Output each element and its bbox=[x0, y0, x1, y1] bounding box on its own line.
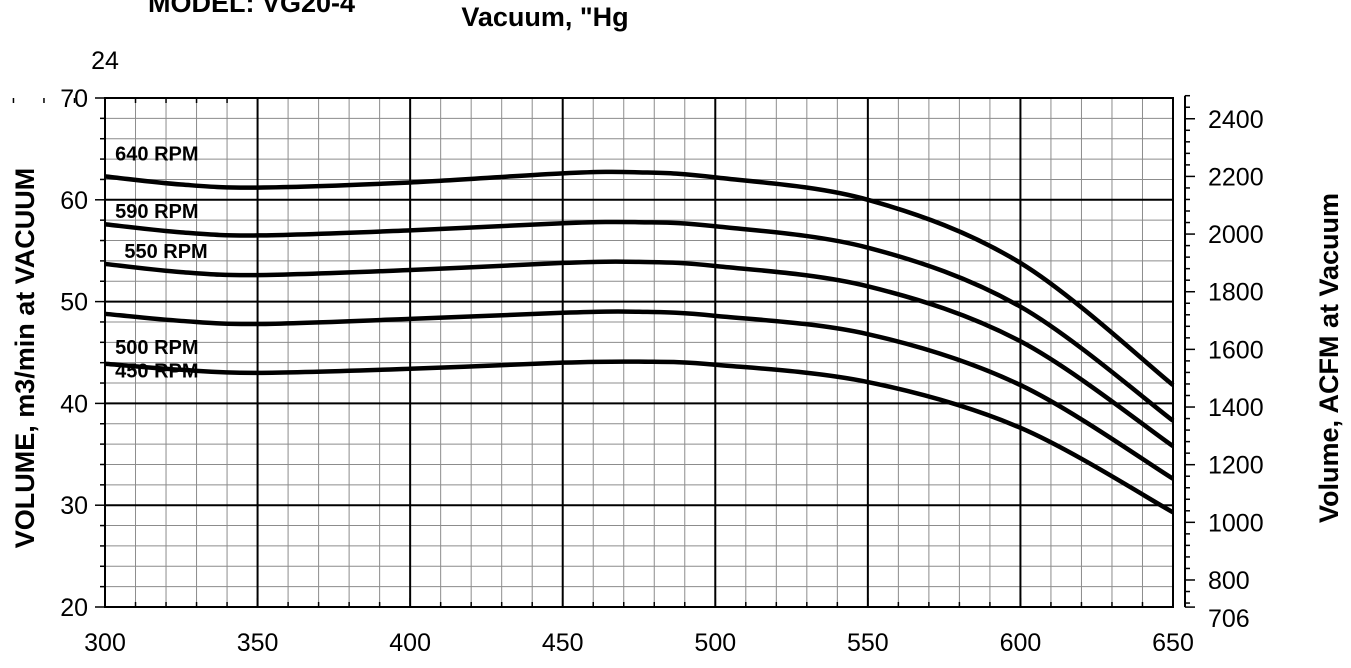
y-tick-label: 60 bbox=[60, 187, 88, 215]
series-line-450-rpm bbox=[104, 359, 1175, 515]
x-tick-label: 600 bbox=[1000, 629, 1042, 657]
series-line-590-rpm bbox=[104, 219, 1175, 423]
y-tick-label: 30 bbox=[60, 492, 88, 520]
y2-tick-label: 1000 bbox=[1208, 509, 1264, 537]
y2-tick-label: 1400 bbox=[1208, 394, 1264, 422]
x-tick-label: 400 bbox=[389, 629, 431, 657]
plot-frame bbox=[104, 97, 1174, 608]
x-tick-label: 550 bbox=[847, 629, 889, 657]
left-axis-title: VOLUME, m3/min at VACUUM bbox=[10, 168, 40, 549]
curve-label-450-rpm: 450 RPM bbox=[115, 361, 198, 383]
y2-tick-label: 706 bbox=[1208, 605, 1250, 633]
model-header: MODEL: VG20-4 bbox=[148, 0, 355, 18]
x-tick-label: 450 bbox=[542, 629, 584, 657]
y-tick-label: 50 bbox=[60, 289, 88, 317]
curve-label-590-rpm: 590 RPM bbox=[115, 201, 198, 223]
y2-tick-label: 800 bbox=[1208, 567, 1250, 595]
curve-label-550-rpm: 550 RPM bbox=[124, 241, 207, 263]
top-axis-title: Vacuum, "Hg bbox=[461, 2, 628, 32]
y2-tick-label: 2400 bbox=[1208, 106, 1264, 134]
x-tick-label: 650 bbox=[1152, 629, 1194, 657]
curve-label-640-rpm: 640 RPM bbox=[115, 143, 198, 165]
x2-tick-label: 24 bbox=[91, 47, 119, 75]
right-axis-title: Volume, ACFM at Vacuum bbox=[1314, 193, 1344, 523]
series-line-500-rpm bbox=[104, 309, 1175, 481]
y2-tick-label: 1800 bbox=[1208, 279, 1264, 307]
curve-label-500-rpm: 500 RPM bbox=[115, 337, 198, 359]
series-line-550-rpm bbox=[104, 259, 1175, 449]
x-tick-label: 350 bbox=[237, 629, 279, 657]
y-tick-label: 40 bbox=[60, 390, 88, 418]
x-tick-label: 500 bbox=[694, 629, 736, 657]
series-layer bbox=[104, 169, 1175, 515]
y-tick-label: 70 bbox=[60, 85, 88, 113]
y2-tick-label: 1600 bbox=[1208, 336, 1264, 364]
y2-tick-label: 2200 bbox=[1208, 163, 1264, 191]
y2-tick-label: 2000 bbox=[1208, 221, 1264, 249]
y-tick-label: 20 bbox=[60, 594, 88, 622]
series-line-640-rpm bbox=[104, 169, 1175, 387]
axes-layer bbox=[12, 94, 1195, 608]
y2-tick-label: 1200 bbox=[1208, 452, 1264, 480]
x-tick-label: 300 bbox=[84, 629, 126, 657]
